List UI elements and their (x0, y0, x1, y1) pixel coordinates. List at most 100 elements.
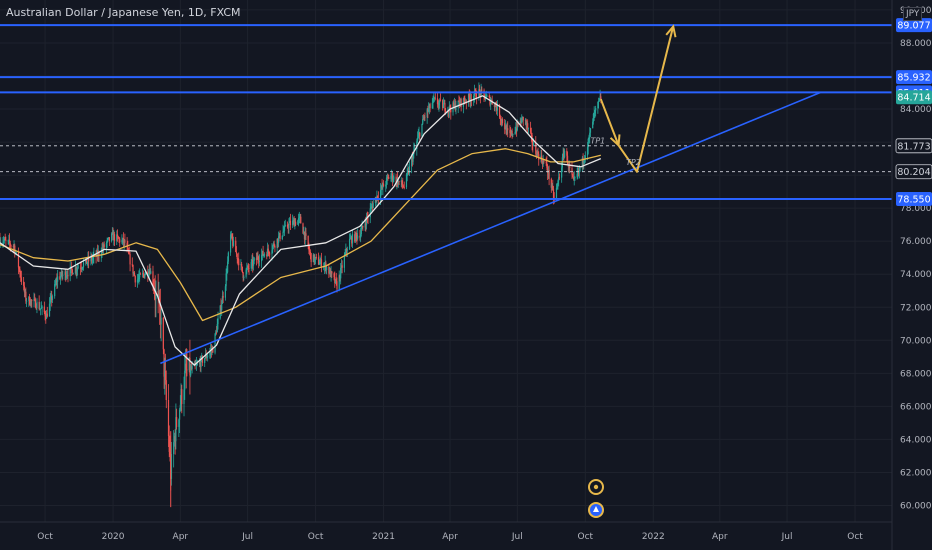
candle-body (158, 296, 160, 298)
annotation-tp1-label: TP1 (590, 137, 605, 146)
candle-body (127, 249, 130, 254)
currency-label[interactable]: JPY (903, 7, 923, 21)
candle-body (593, 113, 595, 115)
price-label-tag[interactable] (896, 192, 932, 207)
candle-body (261, 250, 263, 255)
candle-body (51, 296, 53, 301)
candle-body (204, 358, 206, 363)
candle-body (360, 234, 362, 238)
candle-body (314, 257, 317, 259)
candle-body (365, 216, 368, 226)
candle-body (357, 235, 359, 239)
candle-body (462, 98, 464, 107)
slow-ma-line[interactable] (0, 148, 601, 322)
candle-body (196, 363, 198, 365)
candle-body (543, 160, 545, 162)
candle-body (450, 109, 452, 113)
candle-body (30, 300, 32, 305)
candle-body (45, 316, 47, 319)
candle-body (572, 177, 575, 180)
event-markers (588, 479, 604, 518)
candle-body (189, 357, 191, 376)
candle-body (303, 231, 306, 240)
candle-body (61, 271, 63, 276)
candle-body (51, 296, 54, 301)
candle-body (437, 104, 439, 106)
candle-body (354, 234, 356, 242)
price-tick-label: 64.000 (900, 435, 932, 445)
price-label-tag[interactable] (895, 138, 932, 154)
candle-body (54, 284, 57, 285)
candle-body (542, 160, 544, 165)
candle-body (23, 285, 25, 293)
candle-body (317, 257, 320, 265)
candle-body (173, 442, 175, 454)
candle-body (178, 419, 180, 427)
candle-body (262, 250, 264, 256)
candle-body (402, 184, 404, 186)
candle-body (209, 351, 211, 356)
candle-body (76, 267, 79, 270)
candle-body (207, 355, 209, 357)
price-label-tag[interactable] (896, 18, 932, 33)
candle-body (331, 271, 333, 274)
candle-body (136, 279, 139, 283)
candle-body (377, 195, 379, 198)
trendline[interactable] (160, 91, 821, 365)
candle-body (309, 251, 311, 254)
candle-body (133, 272, 135, 274)
candle-body (122, 237, 124, 241)
candle-body (530, 132, 532, 136)
candle-body (286, 224, 289, 227)
candle-body (87, 257, 89, 263)
candle-body (269, 253, 271, 255)
candle-body (499, 117, 501, 119)
candle-body (142, 273, 144, 275)
candle-body (175, 417, 177, 442)
price-tick-label: 72.000 (900, 303, 932, 313)
candle-body (155, 290, 157, 299)
candle-body (185, 363, 187, 370)
candle-body (131, 264, 133, 266)
candle-body (97, 252, 99, 257)
candle-body (243, 276, 245, 278)
candle-body (576, 173, 578, 178)
candle-body (360, 229, 362, 235)
candle-body (4, 238, 6, 241)
candle-body (495, 103, 497, 107)
candle-body (28, 296, 30, 301)
fast-ma-line[interactable] (0, 95, 602, 366)
time-tick-label: Apr (173, 532, 189, 542)
candle-body (506, 128, 508, 134)
candle-body (216, 324, 218, 333)
candle-body (79, 267, 82, 269)
price-tick-label: 78.000 (900, 204, 932, 214)
candle-body (510, 130, 513, 134)
price-label-tag[interactable] (896, 70, 932, 85)
price-label-tag[interactable] (895, 164, 932, 180)
price-label-tag[interactable] (896, 90, 932, 105)
candle-body (310, 253, 312, 263)
candle-body (230, 234, 232, 235)
candle-body (15, 252, 17, 254)
candle-body (14, 245, 16, 254)
candle-body (348, 238, 351, 250)
candle-body (59, 276, 61, 280)
candle-body (581, 157, 583, 169)
candle-body (247, 265, 249, 269)
candle-body (281, 235, 283, 240)
candle-body (496, 105, 498, 111)
candle-body (521, 116, 524, 118)
candle-body (442, 104, 445, 109)
candle-body (458, 100, 460, 103)
candle-body (25, 291, 27, 302)
forecast-path-arrow[interactable] (599, 26, 675, 173)
candle-body (411, 157, 413, 167)
candle-body (371, 206, 374, 209)
candle-body (453, 102, 455, 106)
candle-body (71, 269, 74, 275)
candle-body (547, 167, 549, 174)
price-axis: 60.000 62.000 64.000 66.000 68.000 70.000 72.0… (891, 0, 932, 550)
